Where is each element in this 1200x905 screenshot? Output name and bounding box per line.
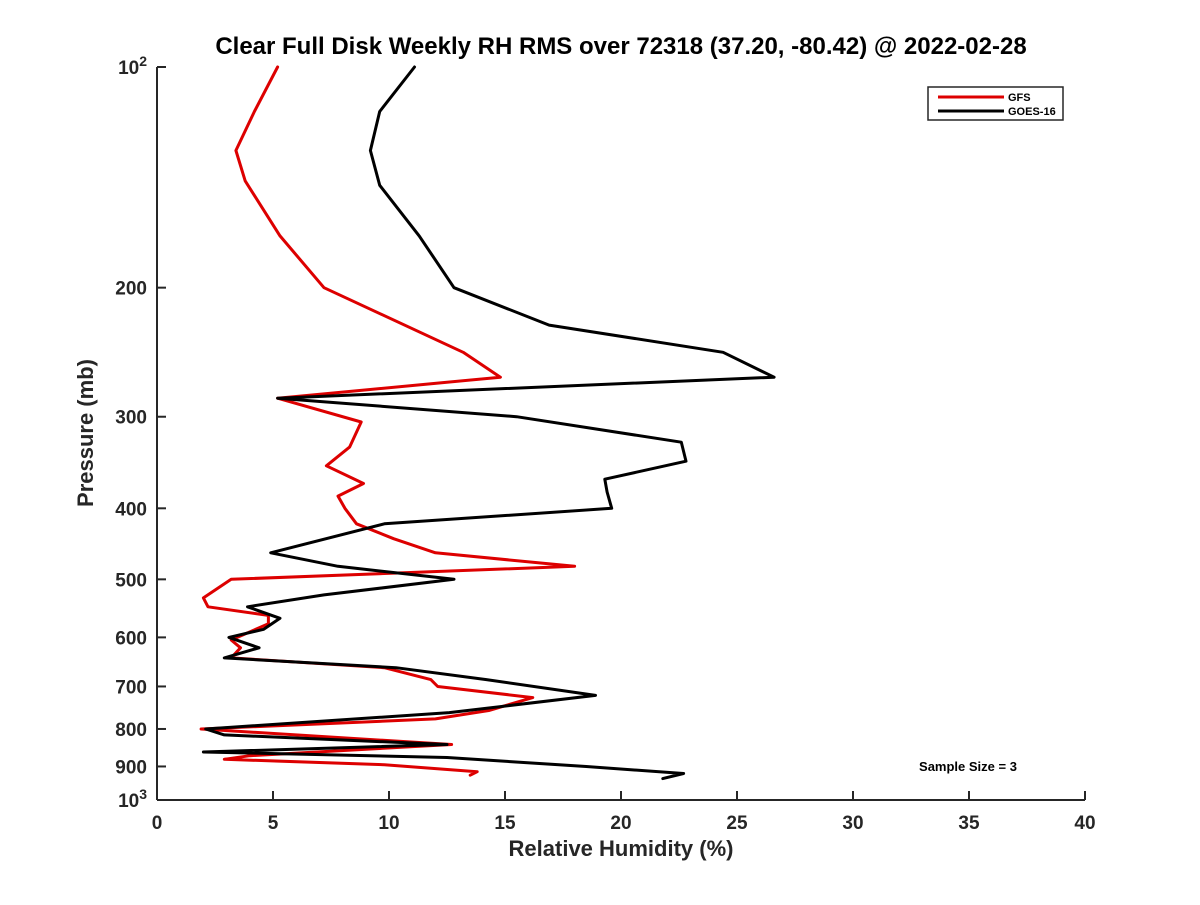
x-tick-label: 35: [958, 813, 980, 834]
y-top-tick-exponent: 2: [139, 53, 147, 69]
y-bottom-tick-base: 10: [118, 791, 139, 812]
legend-box: [927, 86, 1064, 121]
x-tick-label: 15: [494, 813, 516, 834]
y-tick-label: 500: [115, 570, 147, 591]
y-tick-label: 300: [115, 408, 147, 429]
x-tick-label: 5: [268, 813, 279, 834]
y-tick-label: 900: [115, 757, 147, 778]
y-top-tick-base: 10: [118, 58, 139, 79]
x-tick-label: 40: [1074, 813, 1095, 834]
x-tick-label: 25: [726, 813, 748, 834]
series-line-goes-16: [201, 65, 776, 781]
series-layer: [199, 65, 776, 781]
axes-layer: 0 5 10 15 20 25 30 35 40 200 300 400 500 600 700 800 900…: [115, 53, 1095, 834]
y-bottom-tick-label: 103: [118, 786, 147, 812]
y-tick-label: 400: [115, 499, 147, 520]
y-bottom-tick-exponent: 3: [139, 786, 147, 802]
series-line-gfs: [199, 65, 577, 777]
legend-label-goes-16: GOES-16: [1008, 106, 1056, 118]
x-tick-label: 30: [842, 813, 863, 834]
y-tick-label: 600: [115, 628, 147, 649]
sample-size-annotation: Sample Size = 3: [919, 759, 1017, 774]
x-axis-label: Relative Humidity (%): [509, 836, 734, 861]
x-tick-label: 20: [610, 813, 631, 834]
y-tick-label: 200: [115, 279, 147, 300]
legend: GFS GOES-16: [927, 86, 1064, 121]
x-tick-label: 0: [152, 813, 163, 834]
y-top-tick-label: 102: [118, 53, 147, 79]
y-tick-label: 800: [115, 720, 147, 741]
x-tick-label: 10: [378, 813, 399, 834]
y-axis-label: Pressure (mb): [73, 359, 98, 507]
y-tick-label: 700: [115, 677, 147, 698]
legend-label-gfs: GFS: [1008, 92, 1031, 104]
chart-title: Clear Full Disk Weekly RH RMS over 72318…: [215, 33, 1026, 60]
